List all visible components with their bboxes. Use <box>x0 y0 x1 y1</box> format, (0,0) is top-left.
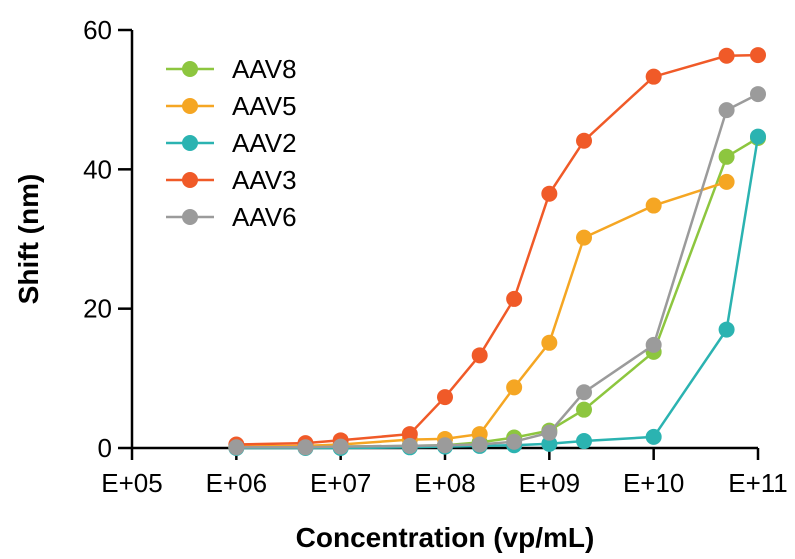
legend: AAV8 AAV5 AAV2 AAV3 AAV6 <box>166 54 297 232</box>
data-point <box>718 173 735 190</box>
y-tick-label: 20 <box>83 294 112 324</box>
data-point <box>576 132 593 149</box>
data-point <box>750 128 766 145</box>
data-point <box>541 185 558 202</box>
data-point <box>718 321 735 338</box>
data-point <box>645 197 662 214</box>
series-aav3 <box>228 47 766 453</box>
legend-marker <box>182 172 198 188</box>
data-point <box>228 439 245 456</box>
data-point <box>437 389 453 406</box>
data-point <box>645 336 662 353</box>
series-aav8 <box>228 129 766 456</box>
data-point <box>576 433 593 450</box>
data-point <box>718 148 735 165</box>
data-point <box>471 436 488 453</box>
data-point <box>506 433 523 450</box>
legend-label: AAV2 <box>232 128 297 158</box>
series-line <box>236 180 727 448</box>
legend-item-aav6: AAV6 <box>166 202 297 232</box>
series-aav2 <box>228 128 766 456</box>
y-tick-label: 0 <box>98 433 112 463</box>
data-point <box>332 438 349 455</box>
data-point <box>541 334 558 351</box>
series-line <box>236 53 759 446</box>
x-ticks: E+05 E+06 E+07 E+08 E+09 E+10 E+11 <box>101 448 788 498</box>
data-point <box>576 401 593 418</box>
legend-label: AAV8 <box>232 54 297 84</box>
legend-label: AAV3 <box>232 165 297 195</box>
legend-label: AAV6 <box>232 202 297 232</box>
data-point <box>541 435 558 452</box>
x-tick-label: E+05 <box>101 468 162 498</box>
legend-item-aav2: AAV2 <box>166 128 297 158</box>
y-tick-label: 60 <box>83 15 112 45</box>
data-point <box>645 68 662 85</box>
data-point <box>750 86 766 103</box>
axes <box>130 30 758 450</box>
data-point <box>506 379 523 396</box>
legend-item-aav5: AAV5 <box>166 91 297 121</box>
series-line <box>236 136 759 449</box>
data-point <box>401 426 418 443</box>
x-tick-label: E+08 <box>414 468 475 498</box>
x-axis-title: Concentration (vp/mL) <box>296 522 595 553</box>
y-tick-label: 40 <box>83 154 112 184</box>
data-point <box>576 384 593 401</box>
data-point <box>576 229 593 246</box>
data-point <box>718 102 735 119</box>
data-point <box>506 290 523 307</box>
legend-item-aav8: AAV8 <box>166 54 297 84</box>
y-ticks: 0 20 40 60 <box>83 15 132 463</box>
series-line <box>236 92 759 449</box>
legend-marker <box>182 61 198 77</box>
series-layer <box>228 47 766 456</box>
legend-item-aav3: AAV3 <box>166 165 297 195</box>
legend-marker <box>182 98 198 114</box>
series-line <box>236 136 760 450</box>
data-point <box>718 47 735 64</box>
legend-marker <box>182 135 198 151</box>
series-aav5 <box>228 173 735 455</box>
x-tick-label: E+10 <box>623 468 684 498</box>
legend-marker <box>182 209 198 225</box>
x-tick-label: E+07 <box>310 468 371 498</box>
data-point <box>645 428 662 445</box>
x-tick-label: E+06 <box>206 468 267 498</box>
data-point <box>541 424 558 441</box>
data-point <box>297 439 314 456</box>
y-axis-title: Shift (nm) <box>13 174 44 305</box>
data-point <box>401 437 418 454</box>
legend-label: AAV5 <box>232 91 297 121</box>
data-point <box>750 47 766 64</box>
data-point <box>437 437 453 454</box>
series-aav6 <box>228 86 766 456</box>
x-tick-label: E+11 <box>728 468 788 498</box>
x-tick-label: E+09 <box>519 468 580 498</box>
data-point <box>471 347 488 364</box>
